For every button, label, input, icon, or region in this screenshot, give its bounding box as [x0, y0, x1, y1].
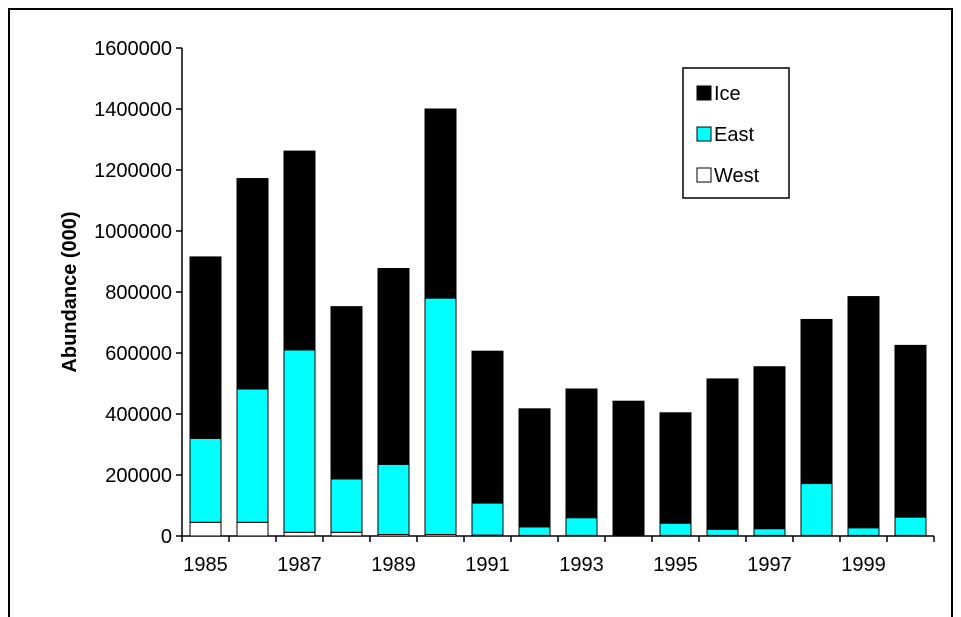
bar-ice-1992	[518, 408, 551, 528]
legend-swatch-west	[696, 167, 712, 183]
y-tick-label: 1600000	[94, 38, 172, 60]
legend-label-west: West	[714, 165, 760, 187]
legend-swatch-ice	[696, 85, 712, 101]
bar-east-1992	[518, 526, 551, 536]
bar-east-1998	[800, 483, 833, 536]
bar-west-1985	[189, 521, 222, 537]
x-tick-label: 1999	[841, 554, 886, 576]
y-tick-label: 0	[161, 526, 172, 548]
bar-ice-1998	[800, 318, 833, 485]
legend: Ice East West	[682, 67, 790, 199]
legend-label-east: East	[714, 124, 754, 146]
x-tick-label: 1987	[277, 554, 322, 576]
bar-west-1988	[330, 531, 363, 537]
bar-ice-1993	[565, 388, 598, 519]
bar-east-1999	[847, 527, 880, 536]
y-tick-label: 600000	[105, 343, 172, 365]
x-tick-label: 1997	[747, 554, 792, 576]
bar-east-1991	[471, 502, 504, 536]
y-axis-label: Abundance (000)	[59, 211, 81, 372]
bar-ice-1996	[706, 378, 739, 530]
y-tick-label: 1400000	[94, 99, 172, 121]
bar-east-1993	[565, 517, 598, 536]
bar-east-1996	[706, 528, 739, 536]
bar-ice-1990	[424, 108, 457, 299]
bar-ice-1991	[471, 350, 504, 504]
bar-east-1987	[283, 349, 316, 533]
bar-ice-1989	[377, 268, 410, 465]
bar-west-1987	[283, 531, 316, 537]
bar-ice-2000	[894, 344, 927, 518]
bar-ice-1995	[659, 412, 692, 524]
y-tick-label: 1000000	[94, 221, 172, 243]
y-tick-label: 200000	[105, 465, 172, 487]
x-tick-label: 1993	[559, 554, 604, 576]
bar-east-1995	[659, 522, 692, 536]
bar-ice-1985	[189, 256, 222, 439]
y-tick-label: 1200000	[94, 160, 172, 182]
bar-east-1990	[424, 297, 457, 535]
y-tick-label: 800000	[105, 282, 172, 304]
bar-east-2000	[894, 516, 927, 536]
bar-east-1997	[753, 528, 786, 536]
legend-label-ice: Ice	[714, 83, 741, 105]
bar-west-1986	[236, 521, 269, 537]
x-tick-label: 1989	[371, 554, 416, 576]
bar-ice-1986	[236, 178, 269, 390]
bar-ice-1988	[330, 306, 363, 480]
bar-ice-1999	[847, 296, 880, 529]
bar-ice-1997	[753, 366, 786, 530]
x-tick-label: 1995	[653, 554, 698, 576]
bar-east-1988	[330, 478, 363, 533]
bar-ice-1994	[612, 400, 645, 537]
bar-east-1986	[236, 388, 269, 523]
bar-east-1989	[377, 463, 410, 535]
bars	[189, 108, 927, 537]
y-tick-label: 400000	[105, 404, 172, 426]
bar-ice-1987	[283, 150, 316, 351]
x-tick-label: 1991	[465, 554, 510, 576]
legend-swatch-east	[696, 126, 712, 142]
bar-east-1985	[189, 437, 222, 523]
x-tick-label: 1985	[183, 554, 228, 576]
